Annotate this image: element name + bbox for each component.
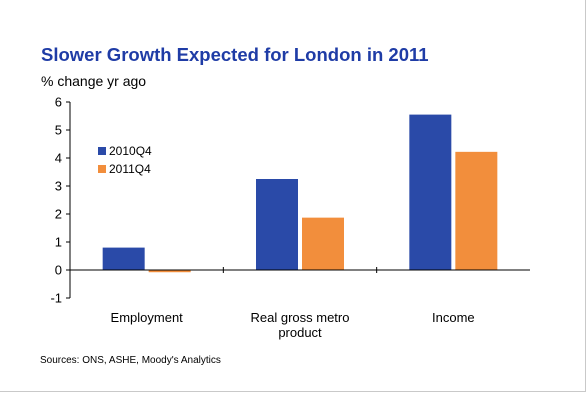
y-tick-label: -1 xyxy=(50,291,62,306)
legend-item-series-2: 2011Q4 xyxy=(98,160,152,178)
legend-swatch-series-2 xyxy=(98,165,106,173)
bar-1-3 xyxy=(409,114,452,270)
x-category-label: Employment xyxy=(111,310,184,325)
bar-2-1 xyxy=(148,270,191,273)
y-tick-label: 2 xyxy=(55,207,62,222)
y-tick-label: 3 xyxy=(55,179,62,194)
legend-item-series-1: 2010Q4 xyxy=(98,142,152,160)
legend-label-series-2: 2011Q4 xyxy=(109,162,151,176)
legend-label-series-1: 2010Q4 xyxy=(109,144,152,158)
y-tick-label: 4 xyxy=(55,151,62,166)
legend: 2010Q4 2011Q4 xyxy=(98,142,152,178)
chart-title: Slower Growth Expected for London in 201… xyxy=(41,44,429,65)
bar-2-2 xyxy=(302,217,344,270)
y-tick-label: 0 xyxy=(55,263,62,278)
y-tick-label: 1 xyxy=(55,235,62,250)
bar-1-2 xyxy=(256,179,298,270)
y-tick-label: 5 xyxy=(55,123,62,138)
y-tick-label: 6 xyxy=(55,95,62,110)
x-category-label: Income xyxy=(432,310,475,325)
x-category-label: product xyxy=(278,325,322,340)
y-axis-label: % change yr ago xyxy=(41,73,147,89)
x-category-label: Real gross metro xyxy=(251,310,350,325)
bar-1-1 xyxy=(102,247,145,270)
source-note: Sources: ONS, ASHE, Moody's Analytics xyxy=(40,355,221,366)
bar-2-3 xyxy=(455,151,498,270)
legend-swatch-series-1 xyxy=(98,147,106,155)
